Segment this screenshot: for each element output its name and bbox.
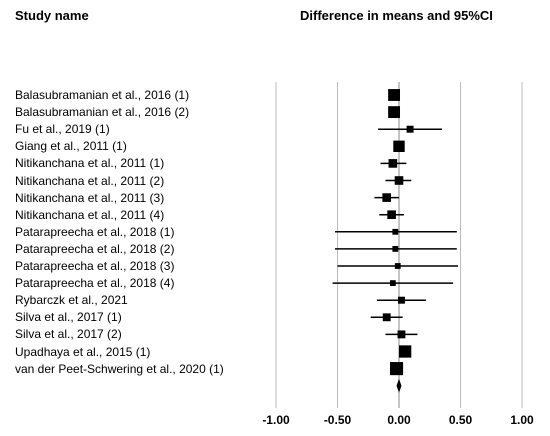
- study-label: Silva et al., 2017 (1): [15, 310, 122, 325]
- study-label: van der Peet-Schwering et al., 2020 (1): [15, 361, 224, 376]
- point-estimate-marker: [387, 210, 396, 219]
- summary-diamond: [396, 378, 402, 393]
- point-estimate-marker: [382, 313, 391, 322]
- point-estimate-marker: [399, 345, 412, 358]
- point-estimate-marker: [382, 193, 391, 202]
- study-label: Patarapreecha et al., 2018 (4): [15, 276, 175, 291]
- effect-size-header: Difference in means and 95%CI: [300, 8, 493, 23]
- point-estimate-marker: [389, 280, 396, 286]
- point-estimate-marker: [392, 246, 399, 252]
- study-label: Nitikanchana et al., 2011 (4): [15, 207, 165, 222]
- study-label: Nitikanchana et al., 2011 (2): [15, 173, 165, 188]
- point-estimate-marker: [397, 330, 406, 339]
- study-label: Silva et al., 2017 (2): [15, 327, 122, 342]
- study-label: Balasubramanian et al., 2016 (1): [15, 88, 190, 102]
- study-name-header: Study name: [15, 8, 89, 23]
- study-label: Fu et al., 2019 (1): [15, 122, 110, 137]
- x-tick-label: 1.00: [510, 413, 534, 427]
- study-label: Upadhaya et al., 2015 (1): [15, 344, 151, 359]
- point-estimate-marker: [394, 176, 404, 185]
- point-estimate-marker: [393, 140, 405, 152]
- x-tick-label: -1.00: [262, 413, 290, 427]
- study-label: Patarapreecha et al., 2018 (2): [15, 241, 175, 256]
- x-tick-label: -0.50: [324, 413, 352, 427]
- point-estimate-marker: [389, 362, 404, 376]
- study-label: Rybarczk et al., 2021: [15, 293, 128, 308]
- study-label: Nitikanchana et al., 2011 (3): [15, 190, 165, 205]
- point-estimate-marker: [406, 125, 414, 133]
- point-estimate-marker: [394, 263, 401, 269]
- study-label: Balasubramanian et al., 2016 (2): [15, 105, 190, 120]
- point-estimate-marker: [388, 89, 401, 101]
- point-estimate-marker: [397, 296, 405, 304]
- study-label: Patarapreecha et al., 2018 (3): [15, 259, 175, 273]
- x-tick-label: 0.00: [387, 413, 411, 427]
- x-tick-label: 0.50: [449, 413, 473, 427]
- point-estimate-marker: [388, 159, 398, 168]
- study-label: Patarapreecha et al., 2018 (1): [15, 224, 175, 239]
- point-estimate-marker: [388, 106, 401, 119]
- study-label: Nitikanchana et al., 2011 (1): [15, 156, 165, 171]
- study-label: Giang et al., 2011 (1): [15, 139, 127, 154]
- point-estimate-marker: [392, 228, 399, 235]
